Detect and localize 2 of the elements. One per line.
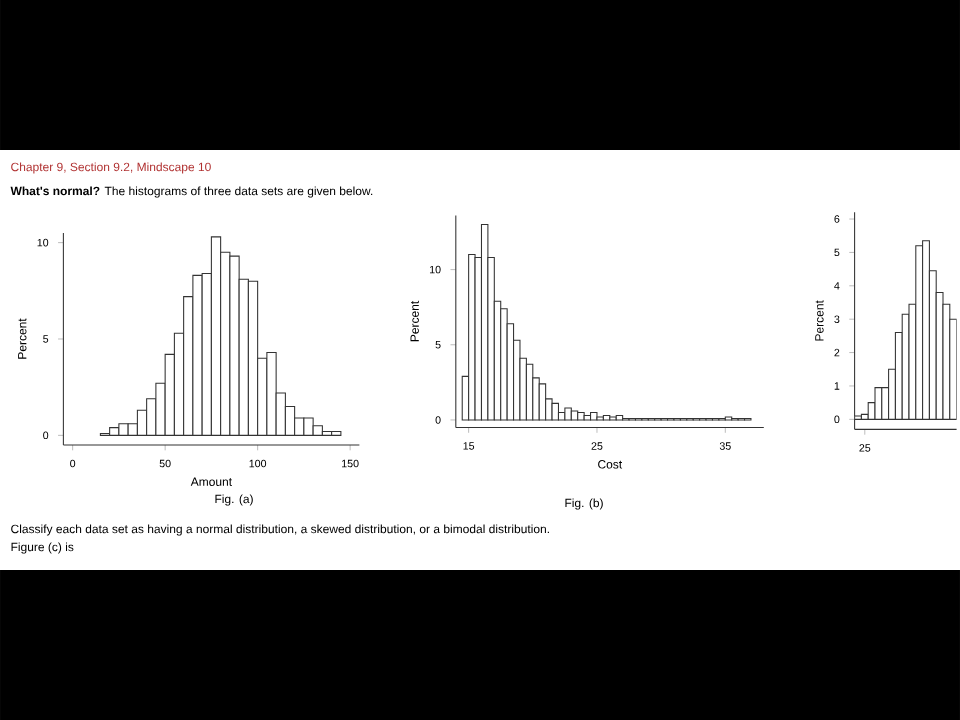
bar — [874, 387, 883, 420]
bar — [922, 240, 930, 420]
